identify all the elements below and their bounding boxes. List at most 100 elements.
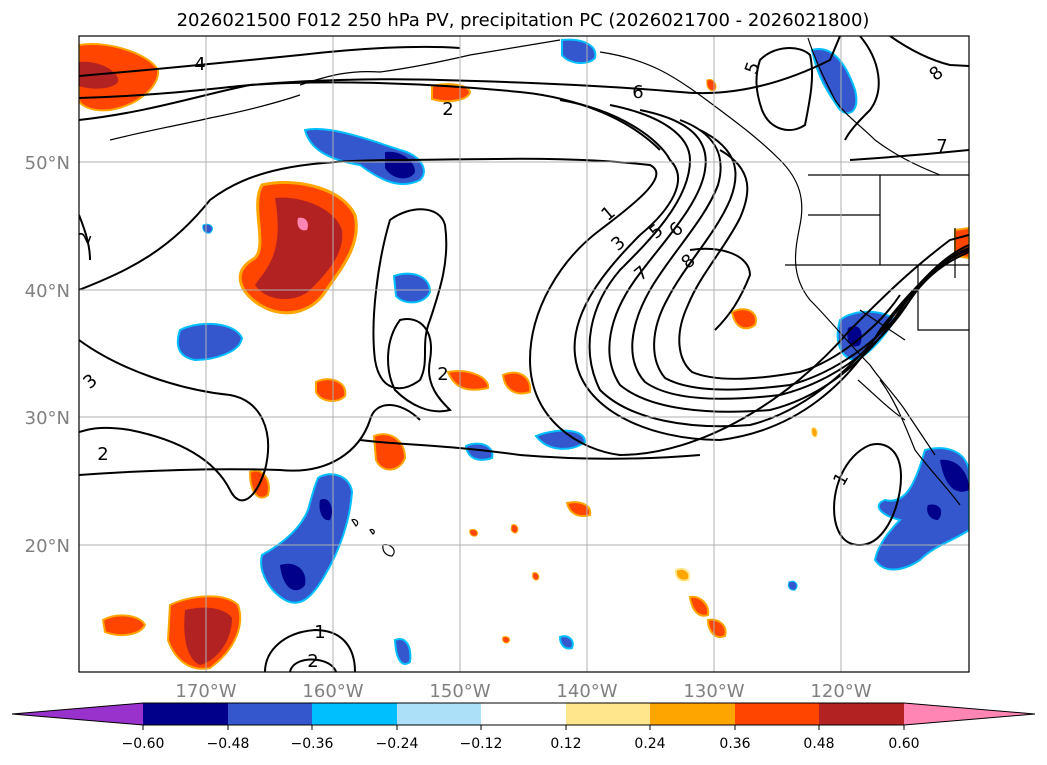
map-frame: [78, 35, 970, 673]
colorbar-segment: [312, 703, 397, 725]
coastline: [109, 94, 301, 141]
pv-contour: [372, 208, 448, 390]
contour-label: 2: [442, 99, 453, 120]
precip-blob: [446, 370, 490, 391]
lat-label: 30°N: [25, 408, 70, 429]
precip-blob: [501, 371, 532, 395]
precip-blob: [706, 618, 727, 638]
map-title: 2026021500 F012 250 hPa PV, precipitatio…: [177, 10, 870, 31]
precip-blob: [565, 501, 592, 518]
precip-blob: [176, 322, 244, 362]
pv-contour: [849, 149, 969, 161]
pv-contour: [559, 99, 969, 442]
coastline: [879, 379, 961, 506]
precip-blob: [940, 459, 969, 492]
precip-blob: [787, 580, 798, 591]
precip-blob: [202, 223, 213, 234]
coastline: [299, 39, 936, 456]
colorbar-extend-min: [12, 703, 143, 725]
lat-labels: 50°N 40°N 30°N 20°N: [25, 153, 70, 557]
colorbar-segment: [566, 703, 650, 725]
precip-blob: [392, 272, 432, 304]
precip-blob: [464, 442, 494, 461]
precip-blob: [255, 197, 343, 300]
precip-blob: [847, 325, 862, 347]
precip-blob: [101, 614, 147, 637]
pv-contour: [689, 247, 752, 331]
colorbar-segment: [228, 703, 312, 725]
precip-blob: [297, 217, 308, 231]
pv-contour: [79, 214, 91, 261]
precip-blob: [811, 427, 818, 438]
precip-blob: [393, 638, 412, 665]
precip-blob: [927, 504, 942, 520]
precip-blob: [532, 572, 540, 581]
state-borders: [785, 174, 969, 331]
precip-blob: [280, 563, 306, 591]
lat-label: 40°N: [25, 281, 70, 302]
coastline: [807, 37, 941, 176]
colorbar-tick-label: 0.36: [719, 736, 750, 752]
precip-blob: [469, 529, 479, 537]
pv-contour: [387, 318, 452, 413]
contour-label: 6: [632, 82, 643, 103]
precip-blob: [688, 595, 710, 617]
contour-label: 4: [194, 54, 205, 75]
precip-blob: [810, 48, 858, 115]
contour-label: 7: [936, 136, 947, 157]
precip-blob: [79, 43, 160, 112]
gridlines: [79, 36, 969, 672]
colorbar-tick-label: −0.36: [291, 736, 334, 752]
lon-label: 150°W: [429, 681, 490, 702]
colorbar-tick-label: −0.48: [207, 736, 250, 752]
pv-contour: [79, 45, 461, 77]
pv-contour: [519, 454, 701, 460]
colorbar-tick-label: −0.24: [376, 736, 419, 752]
lon-label: 160°W: [302, 681, 363, 702]
pv-contour: [678, 149, 901, 380]
pv-contour: [79, 36, 841, 99]
colorbar-tick-label: 0.24: [634, 736, 665, 752]
colorbar-segment: [735, 703, 819, 725]
pv-contour: [79, 339, 270, 502]
colorbar-segment: [143, 703, 228, 725]
precip-blob: [184, 607, 232, 665]
pv-contour: [79, 404, 421, 476]
precip-blob: [315, 378, 347, 402]
colorbar-segment: [397, 703, 481, 725]
pv-contour: [755, 47, 814, 131]
colorbar: −0.60 −0.48 −0.36 −0.24 −0.12 0.12 0.24 …: [11, 702, 1036, 752]
pv-contour: [653, 129, 916, 391]
precip-blob: [674, 568, 691, 582]
colorbar-tick-label: −0.60: [122, 736, 165, 752]
lon-labels: 170°W 160°W 150°W 140°W 130°W 120°W: [175, 681, 871, 702]
precip-blob: [319, 499, 332, 521]
colorbar-ticks: [142, 725, 905, 730]
precip-blob: [534, 429, 587, 450]
pv-contour: [79, 157, 969, 457]
lon-label: 140°W: [556, 681, 617, 702]
precip-blob: [730, 308, 757, 330]
pv-contour: [889, 36, 969, 67]
pv-contour: [844, 36, 880, 141]
map-panel: 4 5 6 7 8 2 2 3 2 1 3 5 6 7 8 2 1 1 2: [78, 35, 970, 673]
colorbar-segment: [650, 703, 735, 725]
pv-contour: [359, 439, 521, 456]
precip-blob: [502, 636, 511, 644]
contour-label: 2: [97, 444, 108, 465]
lat-label: 20°N: [25, 536, 70, 557]
colorbar-extend-max: [904, 703, 1035, 725]
precip-blob: [385, 151, 415, 179]
pv-contours: [79, 36, 969, 672]
pv-contour: [833, 443, 902, 547]
contour-label: 2: [437, 364, 448, 385]
colorbar-segment: [819, 703, 904, 725]
colorbar-tick-label: 0.60: [888, 736, 919, 752]
pv-contour: [264, 628, 356, 672]
colorbar-tick-label: −0.12: [460, 736, 503, 752]
colorbar-tick-label: 0.12: [550, 736, 581, 752]
lon-label: 170°W: [175, 681, 236, 702]
precip-blob: [510, 524, 519, 534]
colorbar-segment: [481, 703, 566, 725]
